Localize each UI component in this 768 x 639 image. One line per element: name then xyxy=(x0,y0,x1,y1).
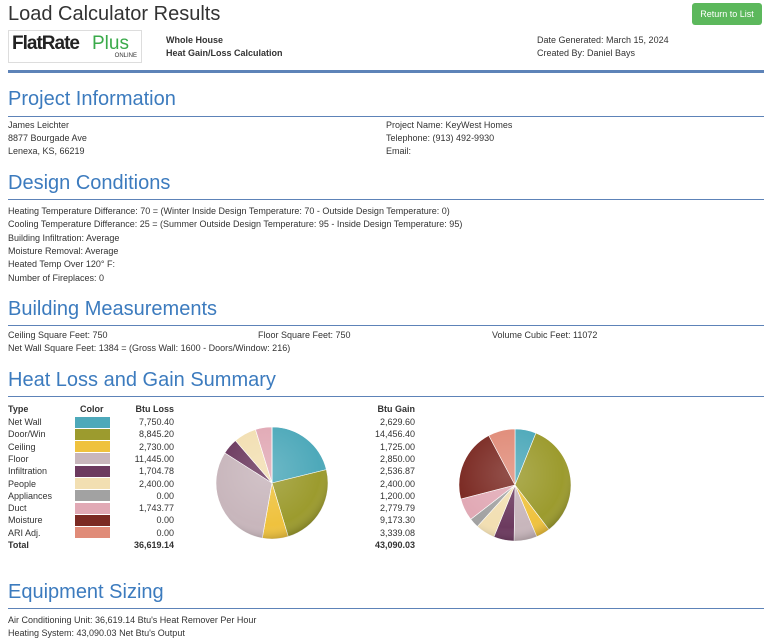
pie-charts xyxy=(215,426,572,542)
text: Project Name: KeyWest Homes xyxy=(386,120,513,130)
btu-loss: 1,704.78 xyxy=(138,466,174,477)
section-heading: Heat Loss and Gain Summary xyxy=(8,369,276,391)
row-type: Ceiling xyxy=(8,441,36,452)
section-rule xyxy=(8,325,764,326)
text: 8877 Bourgade Ave xyxy=(8,133,87,143)
btu-gain: 14,456.40 xyxy=(374,429,415,440)
text: James Leichter xyxy=(8,120,70,130)
text: Number of Fireplaces: 0 xyxy=(8,273,105,283)
color-swatch xyxy=(75,527,110,539)
color-swatch xyxy=(75,416,110,428)
row-type: ARI Adj. xyxy=(8,527,41,538)
btu-loss: 1,743.77 xyxy=(138,503,174,514)
color-swatch xyxy=(75,490,110,502)
section-rule xyxy=(8,116,764,117)
column-header: Type xyxy=(8,404,29,414)
btu-gain: 2,400.00 xyxy=(379,478,415,489)
text: Telephone: (913) 492-9930 xyxy=(386,133,495,143)
section-heading: Equipment Sizing xyxy=(8,581,164,603)
btu-gain: 3,339.08 xyxy=(379,527,415,538)
logo-sub: ONLINE xyxy=(114,53,137,59)
section-rule xyxy=(8,608,764,609)
btu-loss: 0.00 xyxy=(156,527,174,538)
logo-brand-plus: Plus xyxy=(92,33,129,54)
column-header: Btu Gain xyxy=(377,404,416,414)
color-swatch xyxy=(75,465,110,477)
meta: Created By: Daniel Bays xyxy=(537,48,636,58)
text: Floor Square Feet: 750 xyxy=(258,330,351,340)
scope: Whole House xyxy=(166,35,224,45)
text: Moisture Removal: Average xyxy=(8,246,119,256)
logo-brand: FlatRate xyxy=(12,33,80,54)
text: Net Wall Square Feet: 1384 = (Gross Wall… xyxy=(8,343,291,353)
logo: FlatRate Plus ONLINE xyxy=(8,30,142,63)
text: Air Conditioning Unit: 36,619.14 Btu's H… xyxy=(8,615,257,625)
color-swatch xyxy=(75,514,110,526)
row-type: Net Wall xyxy=(8,417,42,427)
row-type: Door/Win xyxy=(8,429,46,440)
row-type: Floor xyxy=(8,453,29,464)
text: Ceiling Square Feet: 750 xyxy=(8,330,108,340)
row-type: Moisture xyxy=(8,515,43,526)
color-swatch xyxy=(75,478,110,489)
total-loss: 36,619.14 xyxy=(133,540,174,550)
btu-loss: 0.00 xyxy=(156,515,174,526)
btu-loss: 8,845.20 xyxy=(138,429,174,440)
row-type: Duct xyxy=(8,503,27,514)
btu-gain: 1,200.00 xyxy=(379,490,415,501)
page-title: Load Calculator Results xyxy=(8,3,221,25)
section-heading: Design Conditions xyxy=(8,172,171,194)
btu-loss: 11,445.00 xyxy=(134,453,174,464)
btu-gain: 2,850.00 xyxy=(379,453,415,464)
row-type: Infiltration xyxy=(8,466,48,477)
btu-gain: 9,173.30 xyxy=(379,515,415,526)
text: Heating System: 43,090.03 Net Btu's Outp… xyxy=(8,628,185,638)
text: Heating Temperature Differance: 70 = (Wi… xyxy=(8,206,450,216)
color-swatch xyxy=(75,428,110,440)
meta: Date Generated: March 15, 2024 xyxy=(537,35,669,45)
total-label: Total xyxy=(8,540,29,550)
scope: Heat Gain/Loss Calculation xyxy=(166,48,283,58)
return-button[interactable]: Return to List xyxy=(692,3,762,25)
total-gain: 43,090.03 xyxy=(374,540,415,550)
row-type: People xyxy=(8,478,37,489)
btu-loss: 0.00 xyxy=(156,490,174,501)
btu-loss: 2,400.00 xyxy=(138,478,174,489)
btu-loss: 7,750.40 xyxy=(138,417,174,427)
text: Lenexa, KS, 66219 xyxy=(8,146,85,156)
text: Building Infiltration: Average xyxy=(8,233,120,243)
text: Volume Cubic Feet: 11072 xyxy=(492,330,598,340)
text: Cooling Temperature Differance: 25 = (Su… xyxy=(8,219,463,229)
text: Email: xyxy=(386,146,412,156)
color-swatch xyxy=(75,453,110,465)
section-heading: Project Information xyxy=(8,88,176,110)
section-rule xyxy=(8,199,764,200)
section-rule xyxy=(8,396,764,397)
row-type: Appliances xyxy=(8,490,53,501)
column-header: Color xyxy=(80,404,104,414)
color-swatch xyxy=(75,502,110,514)
text: Heated Temp Over 120° F: xyxy=(8,259,115,269)
btu-gain: 1,725.00 xyxy=(379,441,415,452)
header-rule xyxy=(8,70,764,73)
color-swatch xyxy=(75,441,110,453)
column-header: Btu Loss xyxy=(135,404,174,414)
btu-loss: 2,730.00 xyxy=(138,441,174,452)
btu-gain: 2,779.79 xyxy=(379,503,415,514)
btu-gain: 2,629.60 xyxy=(379,417,415,427)
section-heading: Building Measurements xyxy=(8,298,217,320)
btu-gain: 2,536.87 xyxy=(379,466,415,477)
